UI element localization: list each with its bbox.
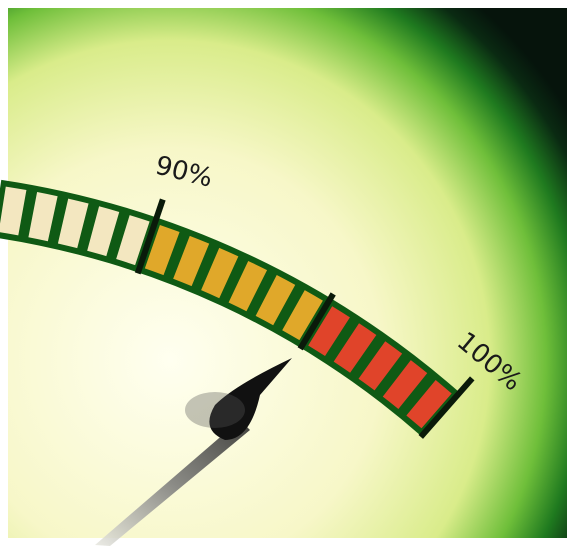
segment <box>308 306 350 357</box>
segment <box>28 192 58 242</box>
segment <box>57 198 89 249</box>
segment <box>382 360 428 409</box>
segment <box>87 206 120 257</box>
segment <box>116 215 150 266</box>
background <box>8 8 567 538</box>
tick <box>134 198 166 275</box>
segment <box>406 380 452 429</box>
tick <box>297 292 336 351</box>
band-outline <box>0 179 460 437</box>
segment <box>255 275 296 326</box>
segment <box>0 186 27 236</box>
tick <box>418 376 475 439</box>
scale-band <box>0 179 475 439</box>
segment <box>228 260 268 312</box>
needle <box>95 358 292 546</box>
segment <box>282 290 323 341</box>
segment <box>358 341 403 391</box>
segment <box>173 235 210 287</box>
segment <box>333 323 377 373</box>
segment <box>201 247 239 299</box>
segment <box>144 224 180 276</box>
